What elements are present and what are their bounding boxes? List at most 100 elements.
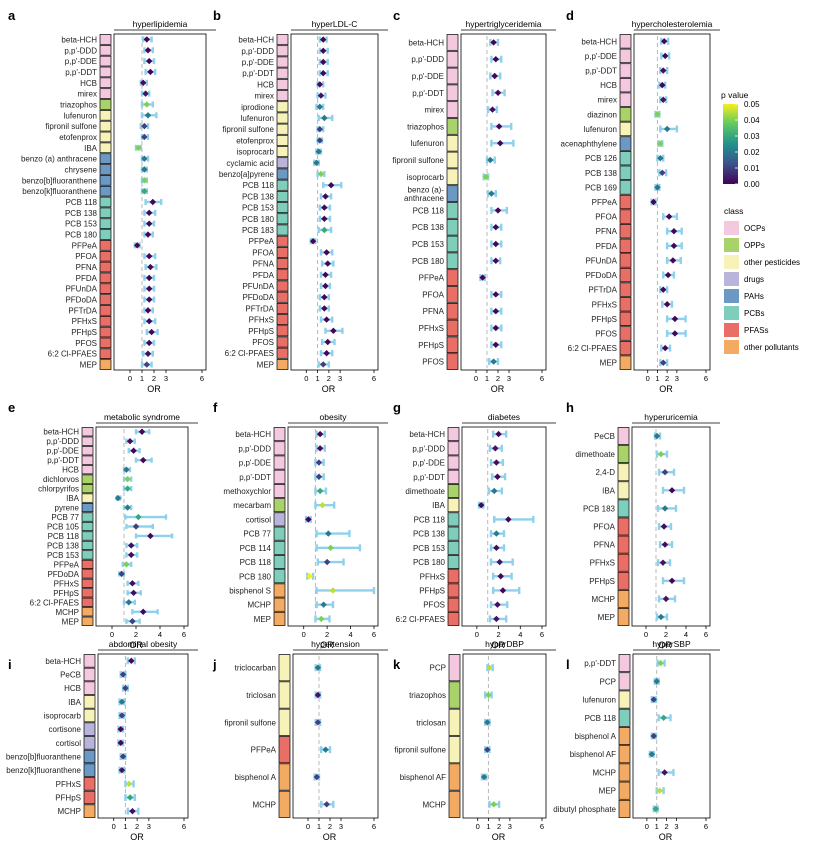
panel-title: obesity	[320, 412, 348, 422]
row-label: MCHP	[55, 608, 79, 617]
class-strip	[273, 597, 286, 612]
class-strip	[276, 179, 289, 191]
row-label: p,p'-DDT	[413, 473, 445, 482]
or-point	[147, 532, 154, 540]
class-strip	[448, 708, 461, 736]
class-strip	[617, 499, 630, 518]
or-point	[135, 144, 142, 152]
row-label: PFHpS	[53, 589, 79, 598]
or-point	[322, 282, 329, 290]
row-label: PFNA	[76, 263, 98, 272]
class-strip	[81, 446, 94, 456]
row-label: IBA	[602, 486, 616, 495]
or-point	[320, 36, 327, 43]
row-label: beta-HCH	[61, 35, 97, 44]
row-label: bisphenol A	[235, 773, 277, 782]
or-point	[490, 358, 497, 365]
row-label: MCHP	[422, 800, 446, 809]
x-tick-label: 2	[135, 822, 139, 831]
class-label: PCBs	[744, 309, 764, 318]
or-point	[492, 224, 499, 231]
or-point	[652, 805, 659, 813]
panel-title: hyperDBP	[485, 639, 524, 649]
row-label: chrysene	[65, 165, 98, 174]
class-strip	[99, 55, 112, 67]
row-label: HCB	[257, 80, 274, 89]
or-point	[324, 338, 331, 346]
row-label: beta-HCH	[408, 38, 444, 47]
or-point	[657, 659, 664, 667]
or-point	[149, 198, 156, 206]
or-point	[320, 70, 327, 77]
row-label: IBA	[84, 144, 98, 153]
x-tick-label: 0	[644, 630, 648, 639]
class-strip	[81, 512, 94, 522]
class-strip	[273, 583, 286, 598]
row-label: PFPeA	[592, 198, 618, 207]
row-label: fipronil sulfone	[224, 718, 276, 727]
or-point	[135, 513, 142, 521]
row-label: dimethoate	[405, 487, 445, 496]
class-strip	[83, 749, 96, 764]
x-tick-label: 4	[518, 630, 522, 639]
class-strip	[81, 427, 94, 437]
panel-letter: f	[213, 400, 218, 415]
row-label: PeCB	[60, 671, 81, 680]
row-label: triclosan	[416, 718, 446, 727]
class-strip	[276, 347, 289, 359]
x-tick-label: 6	[704, 822, 708, 831]
or-point	[653, 678, 660, 685]
class-strip	[446, 252, 459, 270]
row-label: chlorpyrifos	[38, 485, 79, 494]
panel-letter: i	[8, 657, 12, 672]
or-point	[130, 447, 137, 454]
or-point	[316, 103, 324, 110]
or-point	[665, 213, 673, 220]
x-tick-label: 6	[372, 374, 376, 383]
row-label: 6:2 Cl-PFAES	[30, 598, 79, 607]
row-label: lufenuron	[583, 696, 616, 705]
row-label: PCB 138	[242, 192, 275, 201]
row-label: PCB 180	[242, 215, 275, 224]
or-point	[140, 608, 147, 615]
row-label: p,p'-DDT	[65, 68, 97, 77]
or-point	[505, 516, 512, 523]
row-label: MCHP	[591, 595, 615, 604]
class-strip	[618, 781, 631, 800]
class-strip	[81, 493, 94, 503]
row-label: PCB 180	[413, 558, 446, 567]
row-label: isoprocarb	[407, 173, 445, 182]
x-tick-label: 0	[646, 374, 650, 383]
row-label: PeCB	[594, 432, 615, 441]
class-strip	[276, 56, 289, 68]
or-point	[495, 430, 502, 438]
class-strip	[617, 481, 630, 500]
panel-letter: b	[213, 8, 221, 23]
class-strip	[447, 555, 460, 569]
x-tick-label: 0	[110, 630, 114, 639]
x-tick-label: 4	[684, 630, 688, 639]
row-label: etofenprox	[236, 136, 274, 145]
panel-title: hyperlipidemia	[133, 19, 188, 29]
x-tick-label: 3	[339, 822, 343, 831]
x-tick-label: 0	[302, 630, 306, 639]
row-label: p,p'-DDT	[242, 69, 274, 78]
row-label: p,p'-DDD	[238, 444, 271, 453]
row-label: PCB 153	[412, 240, 445, 249]
class-strip	[99, 66, 112, 78]
or-point	[494, 473, 501, 480]
class-strip	[278, 708, 291, 736]
class-strip	[83, 777, 96, 791]
or-point	[124, 485, 131, 492]
row-label: p,p'-DDE	[413, 459, 445, 468]
or-point	[657, 140, 664, 147]
row-label: PFOA	[422, 290, 444, 299]
class-strip	[618, 799, 631, 818]
row-label: diazinon	[587, 110, 617, 119]
or-point	[146, 339, 153, 347]
row-label: PFNA	[596, 227, 618, 236]
class-strip	[448, 654, 461, 682]
class-legend-items: OCPs OPPs other pesticides drugs PAHs PCBs PFA…	[724, 221, 800, 354]
class-strip	[619, 107, 632, 122]
